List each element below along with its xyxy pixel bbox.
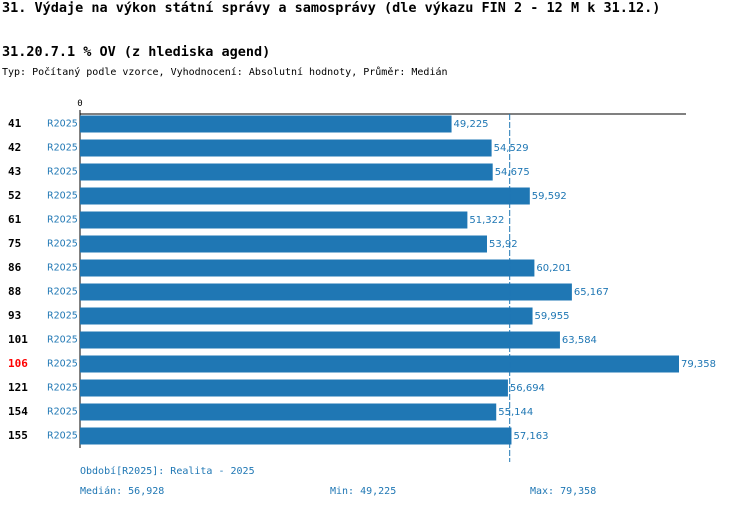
series-label: R2025 [47,215,78,226]
bar [80,427,512,445]
category-label: 52 [8,189,21,202]
value-label: 57,163 [513,431,548,442]
footer-min: Min: 49,225 [330,486,397,497]
axis-zero-label: 0 [77,99,82,109]
category-label: 75 [8,237,21,250]
footer-median: Medián: 56,928 [80,486,165,497]
category-label: 93 [8,309,21,322]
bar [80,211,468,229]
value-label: 56,694 [510,383,545,394]
series-label: R2025 [47,167,78,178]
bar [80,187,530,205]
bar [80,307,533,325]
chart-subtitle: 31.20.7.1 % OV (z hlediska agend) [2,44,271,60]
bar [80,115,452,133]
category-label: 155 [8,429,28,442]
bar [80,283,572,301]
bar [80,139,492,157]
value-label: 65,167 [574,287,609,298]
series-label: R2025 [47,311,78,322]
value-label: 51,322 [469,215,504,226]
category-label: 42 [8,141,21,154]
value-label: 54,675 [495,167,530,178]
value-label: 54,529 [494,143,529,154]
series-label: R2025 [47,383,78,394]
category-label: 41 [8,117,22,130]
chart-title: 31. Výdaje na výkon státní správy a samo… [2,0,661,16]
bar [80,163,493,181]
category-label: 86 [8,261,22,274]
value-label: 63,584 [562,335,597,346]
value-label: 59,955 [535,311,570,322]
value-label: 55,144 [498,407,533,418]
series-label: R2025 [47,407,78,418]
category-label: 61 [8,213,22,226]
bar [80,331,560,349]
bar [80,355,679,373]
bar [80,379,508,397]
category-label: 106 [8,357,28,370]
value-label: 49,225 [454,119,489,130]
series-label: R2025 [47,431,78,442]
category-label: 43 [8,165,21,178]
value-label: 53,92 [489,239,518,250]
value-label: 59,592 [532,191,567,202]
series-label: R2025 [47,359,78,370]
series-label: R2025 [47,287,78,298]
category-label: 121 [8,381,28,394]
series-label: R2025 [47,143,78,154]
footer-max: Max: 79,358 [530,486,597,497]
series-label: R2025 [47,119,78,130]
bar [80,235,487,253]
category-label: 88 [8,285,21,298]
chart-meta-description: Typ: Počítaný podle vzorce, Vyhodnocení:… [2,67,448,78]
bar [80,403,497,421]
category-label: 154 [8,405,28,418]
value-label: 79,358 [681,359,716,370]
series-label: R2025 [47,191,78,202]
bar [80,259,535,277]
series-label: R2025 [47,239,78,250]
series-label: R2025 [47,263,78,274]
footer-period: Období[R2025]: Realita - 2025 [80,466,255,477]
series-label: R2025 [47,335,78,346]
category-label: 101 [8,333,28,346]
value-label: 60,201 [536,263,571,274]
